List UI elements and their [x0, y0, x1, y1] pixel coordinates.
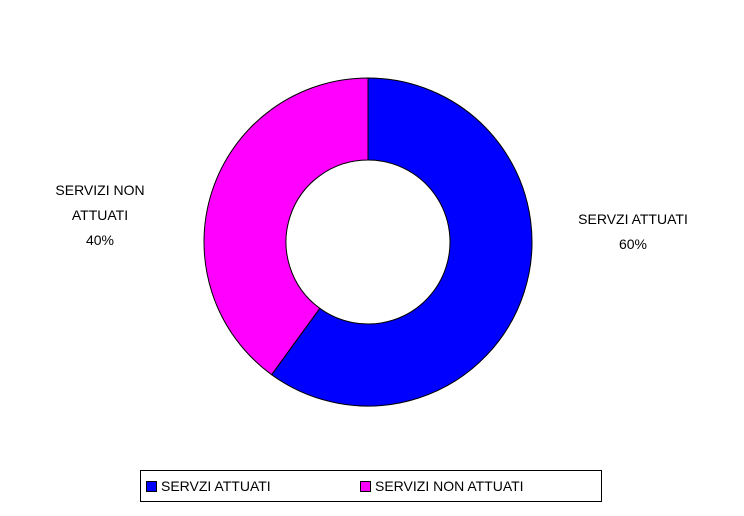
legend-item: SERVIZI NON ATTUATI	[360, 478, 524, 494]
data-label-category: SERVIZI NON ATTUATI	[55, 181, 145, 223]
data-label-value: 60%	[618, 236, 648, 252]
data-label: SERVIZI NON ATTUATI 40%	[40, 178, 160, 253]
donut-segment	[203, 77, 369, 376]
legend-label: SERVIZI NON ATTUATI	[375, 478, 524, 494]
legend-label: SERVZI ATTUATI	[161, 478, 271, 494]
data-label: SERVZI ATTUATI 60%	[558, 207, 708, 257]
legend-item: SERVZI ATTUATI	[146, 478, 271, 494]
legend-swatch	[146, 480, 157, 492]
legend: SERVZI ATTUATI SERVIZI NON ATTUATI	[140, 470, 602, 502]
data-label-value: 40%	[85, 231, 115, 248]
data-label-category: SERVZI ATTUATI	[578, 211, 688, 227]
legend-swatch	[360, 480, 371, 492]
donut-segment	[270, 77, 533, 407]
